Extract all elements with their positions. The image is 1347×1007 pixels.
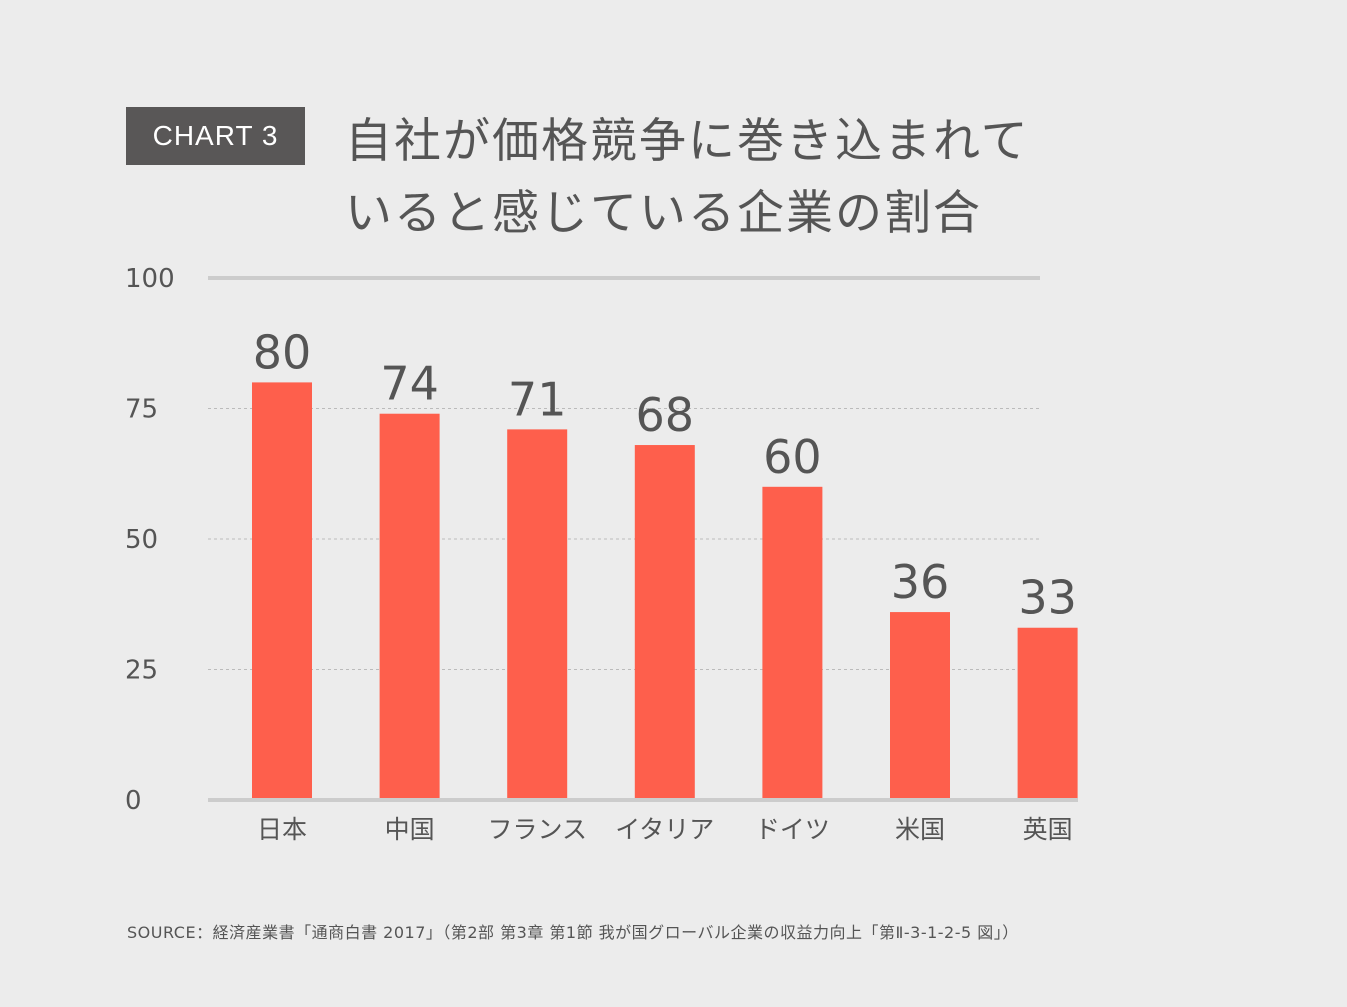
- category-label: 日本: [257, 815, 307, 844]
- chart-title-line-1: 自社が価格競争に巻き込まれて: [345, 114, 1030, 169]
- bar-value-label: 60: [763, 430, 822, 484]
- bar-value-label: 80: [253, 325, 312, 379]
- y-tick-label: 75: [125, 395, 158, 425]
- y-tick-label: 0: [125, 786, 142, 816]
- category-label: 中国: [385, 815, 435, 844]
- bar: [890, 612, 950, 800]
- category-label: 英国: [1023, 815, 1073, 844]
- bar-value-label: 71: [508, 372, 567, 426]
- bar: [1017, 627, 1078, 800]
- bar: [762, 486, 823, 800]
- bar-value-label: 36: [891, 555, 950, 609]
- bar-value-label: 68: [636, 388, 695, 442]
- bar: [379, 413, 440, 800]
- y-tick-label: 25: [125, 656, 158, 686]
- y-tick-label: 50: [125, 525, 158, 555]
- bar: [634, 445, 695, 800]
- chart-title-line-2: いると感じている企業の割合: [345, 186, 982, 241]
- category-label: 米国: [895, 815, 945, 844]
- source-note: SOURCE：経済産業書「通商白書 2017」（第2部 第3章 第1節 我が国グ…: [127, 923, 1019, 942]
- bar: [252, 382, 312, 800]
- chart-number-badge: CHART 3: [126, 107, 305, 165]
- chart-title: 自社が価格競争に巻き込まれて いると感じている企業の割合: [345, 106, 1030, 250]
- y-tick-label: 100: [125, 264, 175, 294]
- category-label: フランス: [487, 815, 587, 844]
- bar: [507, 429, 568, 800]
- category-label: ドイツ: [755, 815, 830, 844]
- category-label: イタリア: [615, 815, 714, 844]
- bar-value-label: 74: [380, 357, 439, 411]
- bar-value-label: 33: [1018, 571, 1077, 625]
- bar-chart: 0 25 50 75 100 80 日本 74 中国 71 フランス 68 イタリア 60 ドイツ 36 米国 3…: [125, 264, 1078, 844]
